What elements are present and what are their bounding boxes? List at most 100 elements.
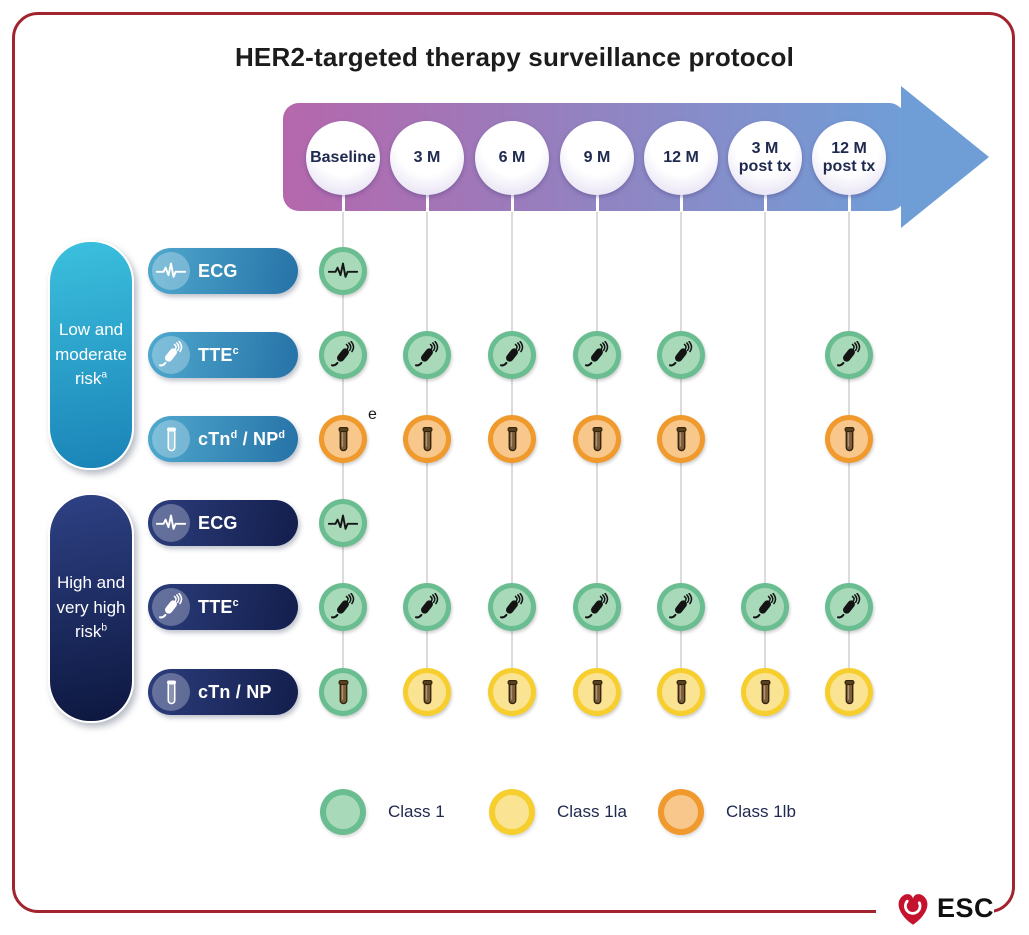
legend-circle-inner <box>495 795 529 829</box>
row-label: ECG <box>198 260 238 281</box>
probe-icon <box>668 593 693 619</box>
legend-circle <box>489 789 535 835</box>
grid-cell-class1 <box>403 583 451 631</box>
timeline-circle: 6 M <box>475 121 549 195</box>
grid-cell-class2b <box>573 415 621 463</box>
grid-cell-class2a <box>825 668 873 716</box>
timeline-label: 3 M <box>413 148 441 166</box>
row-pill-tube: cTn / NP <box>148 669 298 715</box>
grid-cell-class1 <box>319 668 367 716</box>
tube-icon <box>844 679 854 704</box>
grid-cell-class1 <box>573 331 621 379</box>
timeline-label: post tx <box>822 158 876 175</box>
risk-group-label-line: moderate <box>55 344 127 364</box>
probe-icon <box>584 341 609 367</box>
timeline-label: 12 M <box>831 139 867 157</box>
legend-circle <box>320 789 366 835</box>
legend-item-class2a: Class 1la <box>489 789 627 835</box>
grid-cell-inner <box>324 673 362 711</box>
grid-cell-inner <box>662 588 700 626</box>
grid-cell-class1 <box>488 583 536 631</box>
tube-icon <box>676 426 686 451</box>
timeline-connector-stub <box>763 193 767 212</box>
tube-icon <box>422 426 432 451</box>
row-pill-probe: TTEc <box>148 332 298 378</box>
figure-title: HER2-targeted therapy surveillance proto… <box>234 42 795 72</box>
row-label: TTEc <box>198 344 239 365</box>
grid-cell-class1 <box>319 331 367 379</box>
esc-logo-text: ESC <box>936 892 994 923</box>
ecg-icon <box>152 504 190 542</box>
footnote-marker: e <box>368 406 377 423</box>
legend-item-class1: Class 1 <box>320 789 445 835</box>
grid-cell-class2a <box>488 668 536 716</box>
risk-group-label-line: riska <box>74 369 108 389</box>
grid-cell-class2b <box>319 415 367 463</box>
timeline-connector-stub <box>679 193 683 212</box>
grid-cell-inner <box>408 673 446 711</box>
grid-cell-inner <box>493 420 531 458</box>
timeline-label: 3 M <box>751 139 779 157</box>
ecg-icon <box>328 262 358 278</box>
row-pill-probe: TTEc <box>148 584 298 630</box>
tube-icon <box>676 679 686 704</box>
grid-cell-class1 <box>319 499 367 547</box>
legend-circle-inner <box>326 795 360 829</box>
tube-icon <box>592 679 602 704</box>
timeline-connector-stub <box>595 193 599 212</box>
timeline-circle: 12 M <box>644 121 718 195</box>
grid-cell-class1 <box>657 331 705 379</box>
column-line <box>764 211 766 693</box>
grid-cell-class2b <box>825 415 873 463</box>
risk-group-pill-low-and-moderate-risk: Low and moderate riska <box>48 240 134 470</box>
risk-group-label-line: riskb <box>74 622 108 642</box>
tube-icon <box>152 673 190 711</box>
tube-icon <box>507 679 517 704</box>
probe-icon <box>330 593 355 619</box>
grid-cell-inner <box>324 252 362 290</box>
grid-cell-inner <box>830 336 868 374</box>
figure-red-border <box>12 12 1015 913</box>
grid-cell-inner <box>662 420 700 458</box>
grid-cell-class2a <box>573 668 621 716</box>
probe-icon <box>836 593 861 619</box>
row-label: TTEc <box>198 596 239 617</box>
timeline-connector-stub <box>847 193 851 212</box>
tube-icon <box>338 679 348 704</box>
grid-cell-inner <box>324 336 362 374</box>
probe-icon <box>414 341 439 367</box>
grid-cell-inner <box>408 420 446 458</box>
tube-icon <box>844 426 854 451</box>
legend-item-class2b: Class 1lb <box>658 789 796 835</box>
row-label: cTnd / NPd <box>198 428 286 449</box>
esc-logo: ESC <box>876 884 994 932</box>
grid-cell-inner <box>408 336 446 374</box>
grid-cell-inner <box>662 673 700 711</box>
grid-cell-class1 <box>657 583 705 631</box>
grid-cell-class2a <box>403 668 451 716</box>
timeline-label: 9 M <box>583 148 611 166</box>
grid-cell-class1 <box>319 247 367 295</box>
grid-cell-class1 <box>488 331 536 379</box>
risk-group-pill-high-and-very-high-risk: High and very high riskb <box>48 493 134 723</box>
grid-cell-inner <box>578 673 616 711</box>
legend-label: Class 1lb <box>726 802 796 821</box>
tube-icon <box>152 420 190 458</box>
timeline-label: post tx <box>738 158 792 175</box>
tube-icon <box>507 426 517 451</box>
tube-icon <box>592 426 602 451</box>
grid-cell-class2b <box>488 415 536 463</box>
grid-cell-class1 <box>741 583 789 631</box>
grid-cell-class1 <box>825 583 873 631</box>
probe-icon <box>836 341 861 367</box>
grid-cell-class2a <box>657 668 705 716</box>
timeline-connector-stub <box>510 193 514 212</box>
grid-cell-inner <box>578 588 616 626</box>
grid-cell-inner <box>493 588 531 626</box>
timeline-label: 6 M <box>498 148 526 166</box>
probe-icon <box>499 341 524 367</box>
ecg-icon <box>152 252 190 290</box>
probe-icon <box>499 593 524 619</box>
